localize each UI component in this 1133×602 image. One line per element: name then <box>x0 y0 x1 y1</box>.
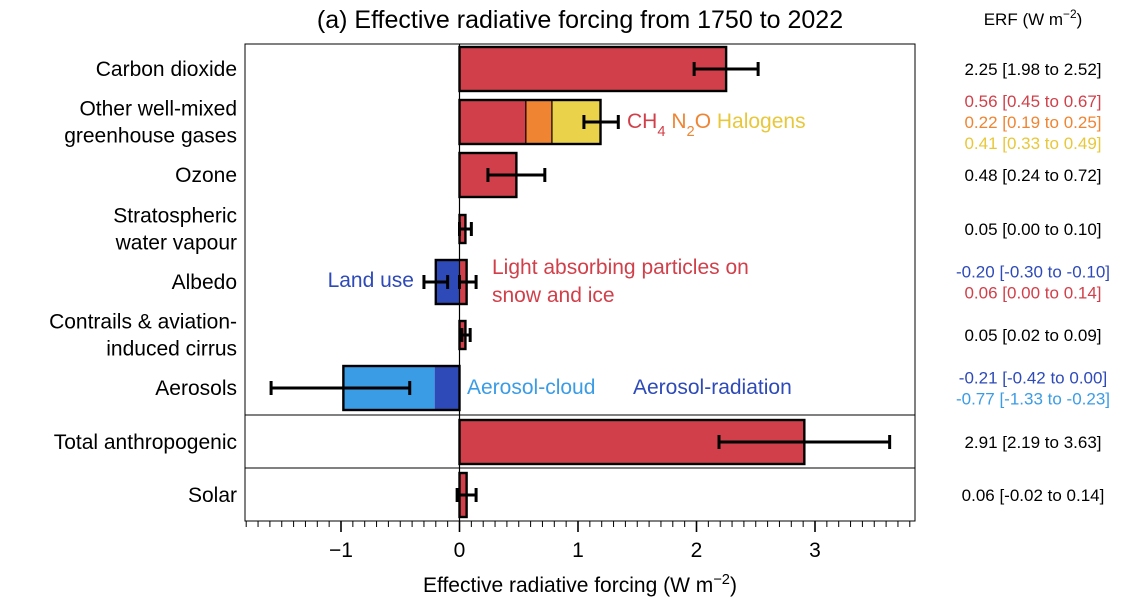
value-label-aerosols-2: -0.77 [-1.33 to -0.23] <box>956 390 1110 409</box>
bar-other-well-mixed-greenhouse-gases-segment-1 <box>459 100 526 144</box>
bar-carbon-dioxide-segment-1 <box>459 47 727 91</box>
annotations-layer: CH4 N2O Halogens Land use Light absorbing … <box>328 110 806 399</box>
errorbar-solar <box>455 488 478 502</box>
bar-aerosols-segment-1 <box>434 366 460 410</box>
value-label-contrails-aviation-induced-cirrus: 0.05 [0.02 to 0.09] <box>964 326 1101 345</box>
annotation-aerosols-aerosol-radiation: Aerosol-radiation <box>633 376 792 399</box>
annotation-aerosols-aerosol-cloud: Aerosol-cloud <box>467 376 595 399</box>
value-label-total-anthropogenic: 2.91 [2.19 to 3.63] <box>964 433 1101 452</box>
category-label-stratospheric-water-vapour-line-1: Stratospheric <box>113 205 237 228</box>
errorbar-aerosols <box>269 381 412 395</box>
category-label-other-well-mixed-greenhouse-gases-line-1: Other well-mixed <box>79 98 237 121</box>
category-label-solar: Solar <box>188 484 237 507</box>
annotation-other-well-mixed-greenhouse-gases-ch4-n2o-halogens: CH4 N2O Halogens <box>627 110 806 140</box>
value-label-ozone: 0.48 [0.24 to 0.72] <box>964 166 1101 185</box>
value-labels: 2.25 [1.98 to 2.52] 0.56 [0.45 to 0.67] 0.… <box>956 60 1110 505</box>
annotation-albedo-light-absorbing-particles-on: Light absorbing particles on <box>492 256 749 279</box>
x-axis-label: Effective radiative forcing (W m−2) <box>423 572 737 597</box>
x-tick-label-3: 3 <box>809 539 821 562</box>
value-label-albedo-1: -0.20 [-0.30 to -0.10] <box>956 263 1110 282</box>
category-label-contrails-aviation-induced-cirrus-line-1: Contrails & aviation- <box>49 311 237 334</box>
errorbar-contrails-aviation-induced-cirrus <box>460 328 472 342</box>
annotation-albedo-land-use: Land use <box>328 269 414 292</box>
chart-title: (a) Effective radiative forcing from 175… <box>317 6 843 34</box>
annotation-albedo-snow-and-ice: snow and ice <box>492 284 615 307</box>
errorbar-total-anthropogenic <box>717 435 892 449</box>
errorbar-other-well-mixed-greenhouse-gases <box>582 115 620 129</box>
value-column-header: ERF (W m−2) <box>984 7 1083 29</box>
value-label-aerosols-1: -0.21 [-0.42 to 0.00] <box>959 369 1107 388</box>
value-label-solar: 0.06 [-0.02 to 0.14] <box>962 486 1105 505</box>
category-label-albedo: Albedo <box>172 271 237 294</box>
errorbar-albedo-2 <box>458 275 478 289</box>
category-label-stratospheric-water-vapour-line-2: water vapour <box>115 232 237 255</box>
value-label-other-well-mixed-greenhouse-gases-2: 0.22 [0.19 to 0.25] <box>964 113 1101 132</box>
value-label-other-well-mixed-greenhouse-gases-1: 0.56 [0.45 to 0.67] <box>964 92 1101 111</box>
x-tick-label-1: −1 <box>329 539 353 562</box>
errorbar-ozone <box>486 168 547 182</box>
errorbars-layer <box>269 62 892 502</box>
category-label-contrails-aviation-induced-cirrus-line-2: induced cirrus <box>106 338 237 361</box>
category-label-other-well-mixed-greenhouse-gases-line-2: greenhouse gases <box>64 125 237 148</box>
panel-separators <box>245 414 915 469</box>
errorbar-albedo-1 <box>422 275 450 289</box>
value-label-stratospheric-water-vapour: 0.05 [0.00 to 0.10] <box>964 220 1101 239</box>
category-labels: Carbon dioxide Other well-mixed greenhouse… <box>49 58 237 507</box>
category-label-carbon-dioxide: Carbon dioxide <box>96 58 237 81</box>
value-label-albedo-2: 0.06 [0.00 to 0.14] <box>964 284 1101 303</box>
errorbar-carbon-dioxide <box>692 62 760 76</box>
x-tick-label-1: 1 <box>572 539 584 562</box>
x-axis: −1 0 1 2 3 <box>245 520 915 562</box>
bar-other-well-mixed-greenhouse-gases-segment-2 <box>525 100 552 144</box>
errorbar-stratospheric-water-vapour <box>458 222 473 236</box>
category-label-ozone: Ozone <box>175 164 237 187</box>
category-label-total-anthropogenic: Total anthropogenic <box>54 431 237 454</box>
x-tick-label-0: 0 <box>454 539 466 562</box>
value-label-carbon-dioxide: 2.25 [1.98 to 2.52] <box>964 60 1101 79</box>
category-label-aerosols: Aerosols <box>155 377 237 400</box>
value-label-other-well-mixed-greenhouse-gases-3: 0.41 [0.33 to 0.49] <box>964 134 1101 153</box>
x-tick-label-2: 2 <box>691 539 703 562</box>
